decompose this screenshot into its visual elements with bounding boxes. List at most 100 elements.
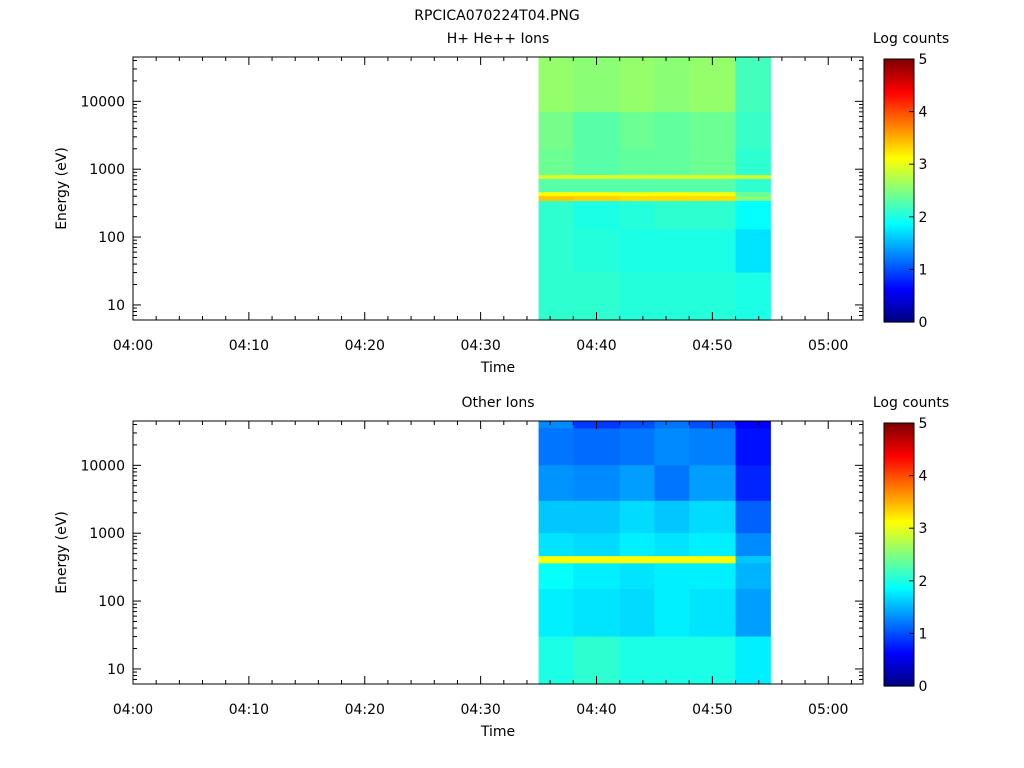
- colorbar-segment: [884, 604, 914, 608]
- heatmap-cell: [689, 563, 737, 590]
- colorbar-segment: [884, 153, 914, 157]
- colorbar-segment: [884, 85, 914, 89]
- heatmap-cell: [654, 636, 690, 685]
- colorbar-tick-label: 2: [919, 574, 928, 590]
- colorbar-segment: [884, 120, 914, 124]
- colorbar-segment: [884, 107, 914, 111]
- colorbar-segment: [884, 506, 914, 510]
- colorbar-segment: [884, 655, 914, 659]
- heatmap-cell: [735, 272, 771, 321]
- colorbar-segment: [884, 670, 914, 674]
- colorbar-label: Log counts: [873, 395, 949, 411]
- colorbar-segment: [884, 554, 914, 558]
- heatmap-cell: [689, 589, 737, 638]
- heatmap-cell: [654, 500, 690, 534]
- colorbar-tick-label: 5: [919, 416, 928, 432]
- colorbar-segment: [884, 471, 914, 475]
- heatmap-cell: [538, 556, 574, 564]
- x-tick-label: 04:40: [576, 338, 616, 354]
- heatmap-cell: [735, 57, 771, 113]
- colorbar-segment: [884, 598, 914, 602]
- colorbar-segment: [884, 677, 914, 681]
- heatmap-cell: [735, 196, 771, 202]
- colorbar-segment: [884, 137, 914, 141]
- colorbar-segment: [884, 234, 914, 238]
- colorbar-segment: [884, 569, 914, 573]
- colorbar-segment: [884, 458, 914, 461]
- colorbar-segment: [884, 197, 914, 200]
- colorbar-segment: [884, 300, 914, 303]
- colorbar-segment: [884, 168, 914, 172]
- heatmap-cell: [619, 421, 656, 430]
- heatmap-cell: [654, 111, 690, 150]
- heatmap-cell: [538, 57, 574, 113]
- colorbar-segment: [884, 679, 914, 683]
- heatmap-cell: [619, 57, 656, 113]
- colorbar-tick-label: 0: [919, 679, 928, 695]
- colorbar-segment: [884, 302, 914, 306]
- colorbar-segment: [884, 547, 914, 551]
- heatmap-cell: [735, 636, 771, 685]
- colorbar-segment: [884, 269, 914, 273]
- colorbar-segment: [884, 96, 914, 100]
- heatmap-cell: [619, 465, 656, 502]
- heatmap-cell: [619, 175, 656, 180]
- colorbar-segment: [884, 635, 914, 639]
- heatmap-cell: [538, 563, 574, 590]
- colorbar-segment: [884, 267, 914, 270]
- colorbar-segment: [884, 536, 914, 540]
- colorbar-segment: [884, 240, 914, 244]
- y-tick-label: 1000: [89, 162, 125, 178]
- heatmap-cell: [619, 272, 656, 321]
- heatmap-cell: [689, 57, 737, 113]
- heatmap-cell: [735, 111, 771, 150]
- colorbar-segment: [884, 659, 914, 663]
- colorbar-segment: [884, 433, 914, 437]
- colorbar-segment: [884, 521, 914, 525]
- colorbar-segment: [884, 148, 914, 152]
- colorbar-segment: [884, 556, 914, 560]
- colorbar-segment: [884, 155, 914, 159]
- heatmap-cell: [619, 500, 656, 534]
- heatmap-cell: [735, 465, 771, 502]
- colorbar-segment: [884, 530, 914, 534]
- colorbar-tick-label: 2: [919, 210, 928, 226]
- heatmap-cell: [538, 428, 574, 466]
- colorbar-segment: [884, 497, 914, 501]
- x-tick-label: 04:00: [113, 702, 153, 718]
- heatmap-cell: [573, 589, 621, 638]
- colorbar-segment: [884, 59, 914, 62]
- colorbar-segment: [884, 657, 914, 661]
- colorbar-segment: [884, 122, 914, 126]
- colorbar-segment: [884, 159, 914, 163]
- colorbar-segment: [884, 578, 914, 582]
- colorbar-segment: [884, 591, 914, 595]
- colorbar-segment: [884, 315, 914, 319]
- colorbar-segment: [884, 675, 914, 678]
- colorbar-segment: [884, 607, 914, 610]
- colorbar-segment: [884, 194, 914, 198]
- colorbar-segment: [884, 429, 914, 433]
- colorbar-segment: [884, 464, 914, 468]
- x-axis-label: Time: [480, 724, 515, 740]
- colorbar-segment: [884, 515, 914, 518]
- colorbar-segment: [884, 681, 914, 685]
- heatmap-cell: [573, 465, 621, 502]
- heatmap-cell: [573, 428, 621, 466]
- colorbar-segment: [884, 144, 914, 148]
- heatmap-cell: [573, 178, 621, 193]
- colorbar-segment: [884, 162, 914, 165]
- heatmap-cell: [619, 636, 656, 685]
- heatmap-cell: [538, 148, 574, 176]
- x-tick-label: 04:10: [229, 338, 269, 354]
- colorbar-segment: [884, 482, 914, 485]
- y-tick-label: 10: [107, 662, 125, 678]
- heatmap-cell: [619, 563, 656, 590]
- colorbar-segment: [884, 232, 914, 235]
- y-tick-label: 100: [98, 594, 125, 610]
- heatmap-cell: [654, 148, 690, 176]
- colorbar-segment: [884, 526, 914, 529]
- colorbar-segment: [884, 151, 914, 154]
- colorbar-segment: [884, 271, 914, 275]
